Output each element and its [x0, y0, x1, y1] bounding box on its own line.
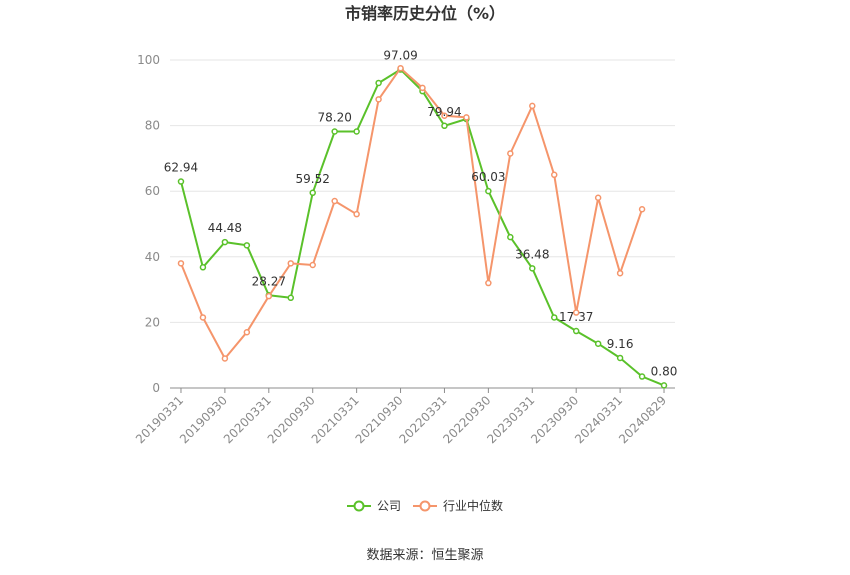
series-1-point	[199, 314, 207, 321]
data-label: 62.94	[164, 161, 198, 175]
series-0-point	[616, 354, 624, 362]
series-1-point	[529, 102, 536, 110]
series-0-point	[287, 294, 295, 302]
series-0-point	[441, 122, 448, 130]
series-1-point	[287, 260, 295, 267]
series-0-point	[485, 187, 492, 195]
series-0-point	[331, 128, 338, 135]
grid-lines	[170, 59, 675, 323]
y-tick-label: 20	[145, 315, 160, 329]
series-0-point	[243, 242, 251, 249]
y-tick-label: 80	[145, 119, 160, 133]
data-label: 0.80	[651, 364, 678, 378]
series-1-point	[419, 84, 426, 92]
legend[interactable]: 公司 行业中位数	[347, 498, 503, 513]
series-1-point	[397, 64, 404, 72]
axes: 0204060801002019033120190930202003312020…	[133, 53, 675, 446]
data-label: 44.48	[208, 221, 242, 235]
chart-title: 市销率历史分位（%）	[345, 4, 505, 23]
series-0-point	[638, 373, 646, 380]
series-0-point	[375, 79, 382, 87]
series-0-point	[594, 340, 602, 347]
series-0-point	[660, 382, 668, 389]
series-1-point	[265, 292, 273, 300]
series-0-point	[309, 189, 316, 197]
series-1-point	[616, 269, 624, 277]
series-layer	[177, 64, 668, 389]
data-label: 97.09	[383, 49, 417, 63]
series-1-point	[243, 328, 251, 336]
x-tick-label: 20240829	[616, 393, 669, 446]
data-label: 36.48	[515, 247, 549, 261]
y-tick-label: 60	[145, 184, 160, 198]
data-label: 28.27	[252, 274, 286, 288]
legend-marker	[419, 500, 431, 512]
series-0-point	[572, 327, 580, 335]
series-1-point	[353, 210, 360, 218]
series-1-point	[441, 112, 448, 120]
series-1-point	[572, 309, 580, 316]
series-0-point	[221, 238, 229, 246]
series-1-point	[485, 279, 492, 287]
data-labels: 62.94 44.48 28.27 59.52 78.20 97.09 79.94 60.03…	[164, 49, 678, 379]
series-1-point	[463, 114, 470, 121]
y-tick-label: 100	[137, 53, 160, 67]
data-label: 17.37	[559, 310, 593, 324]
series-1-point	[507, 150, 514, 157]
series-1-point	[638, 205, 646, 213]
data-label: 60.03	[471, 170, 505, 184]
series-1-point	[309, 261, 316, 269]
series-1-point	[221, 355, 229, 362]
series-1-point	[594, 194, 602, 202]
legend-label: 公司	[377, 499, 401, 513]
series-0-point	[353, 128, 360, 135]
series-0-point	[529, 265, 536, 272]
y-tick-label: 40	[145, 250, 160, 264]
series-1-point	[177, 260, 185, 267]
data-source: 数据来源：恒生聚源	[366, 548, 483, 563]
series-line-1	[180, 67, 644, 360]
data-label: 9.16	[607, 337, 634, 351]
series-0-point	[199, 264, 207, 271]
series-1-point	[331, 197, 338, 205]
series-0-point	[177, 178, 185, 185]
y-tick-label: 0	[152, 381, 160, 395]
series-0-point	[507, 233, 514, 241]
legend-marker	[353, 500, 365, 512]
data-label: 59.52	[296, 172, 330, 186]
series-1-point	[375, 96, 382, 103]
series-1-point	[550, 171, 558, 179]
data-label: 79.94	[427, 105, 461, 119]
series-0-point	[550, 314, 558, 321]
legend-label: 行业中位数	[443, 498, 503, 513]
data-label: 78.20	[317, 111, 351, 125]
